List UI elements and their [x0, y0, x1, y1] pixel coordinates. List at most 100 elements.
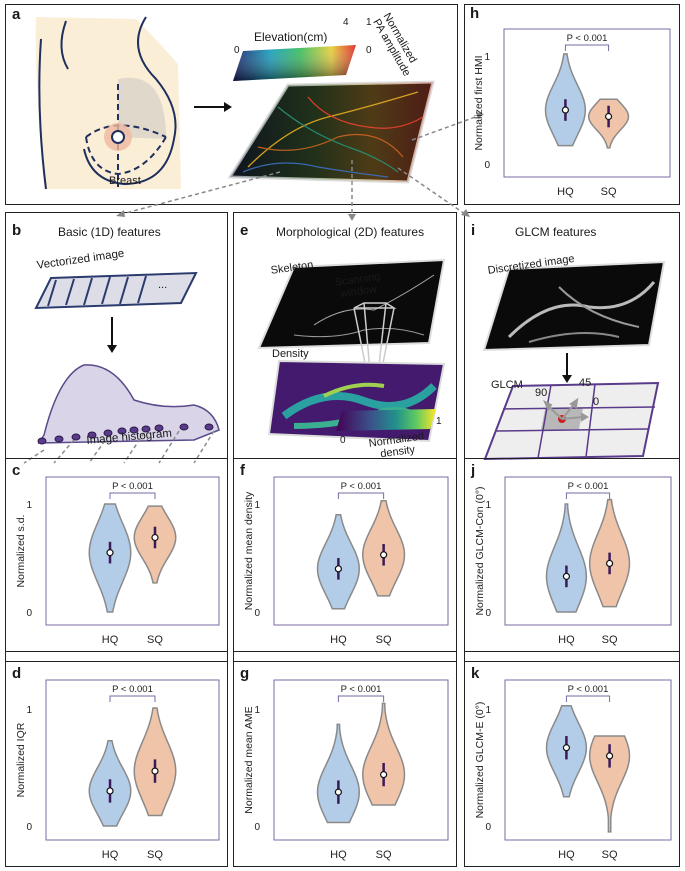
significance-label: P < 0.001 — [112, 481, 153, 492]
violin-plot-d: 0 1 Normalized IQR HQ SQ P < 0.001 — [15, 679, 220, 861]
significance-label: P < 0.001 — [568, 481, 609, 492]
panel-label-k: k — [471, 665, 480, 682]
y-axis-label: Normalized GLCM-Con (0°) — [474, 486, 486, 615]
chart-f: f 0 1 Normalized mean density HQ SQ P < 0.001 — [233, 458, 457, 652]
panel-label-d: d — [12, 665, 22, 682]
y-tick-label: 0 — [254, 608, 260, 619]
x-tick-label: HQ — [330, 634, 347, 646]
arrow-right-icon — [194, 102, 232, 112]
significance-label: P < 0.001 — [341, 684, 382, 695]
density-colorbar — [336, 409, 436, 431]
median-dot-sq — [605, 559, 614, 568]
breast-label: Breast — [109, 175, 141, 187]
significance-bracket — [564, 44, 610, 51]
median-dot-hq — [561, 106, 570, 114]
y-axis-label: Normalized s.d. — [15, 515, 27, 588]
amp-title: Normalized PA amplitude — [370, 11, 419, 79]
x-tick-label: HQ — [330, 849, 347, 861]
density-cb-min: 0 — [340, 435, 346, 446]
median-dot-hq — [106, 787, 114, 795]
significance-bracket — [337, 492, 385, 499]
y-tick-label: 0 — [485, 822, 491, 833]
colorbar-min-label: 0 — [234, 45, 240, 56]
glcm-label: GLCM — [491, 379, 523, 391]
plot-frame — [45, 679, 220, 841]
panel-label-a: a — [12, 6, 21, 23]
y-tick-label: 1 — [485, 705, 491, 716]
y-axis-label: Normalized mean density — [243, 491, 255, 610]
median-dot-hq — [562, 744, 571, 752]
y-tick-label: 1 — [484, 52, 490, 63]
x-tick-label: SQ — [376, 634, 392, 646]
violin-plot-c: 0 1 Normalized s.d. HQ SQ P < 0.001 — [15, 476, 220, 646]
glcm-grid — [483, 381, 660, 461]
density-label: Density — [272, 348, 309, 360]
breast-illustration — [35, 16, 182, 190]
median-dot-hq — [562, 572, 571, 580]
panel-label-b: b — [12, 222, 22, 239]
x-tick-label: SQ — [147, 634, 163, 646]
chart-k: k 0 1 Normalized GLCM-E (0°) HQ SQ P < 0.001 — [464, 661, 680, 867]
y-tick-label: 0 — [26, 608, 32, 619]
median-dot-sq — [380, 770, 388, 779]
significance-label: P < 0.001 — [341, 481, 382, 492]
significance-bracket — [565, 695, 611, 702]
panel-label-c: c — [12, 462, 21, 479]
chart-g: g 0 1 Normalized mean AME HQ SQ P < 0.001 — [233, 661, 457, 867]
colorbar-title: Elevation(cm) — [254, 30, 328, 44]
panel-label-e: e — [240, 222, 249, 239]
density-cb-max: 1 — [436, 416, 442, 427]
y-tick-label: 0 — [254, 822, 260, 833]
panel-label-g: g — [240, 665, 250, 682]
angle-90-label: 90 — [535, 387, 548, 399]
y-tick-label: 0 — [484, 160, 490, 171]
amp-min-label: 0 — [366, 45, 372, 56]
median-dot-sq — [604, 112, 613, 121]
y-axis-label: Normalized GLCM-E (0°) — [474, 702, 486, 819]
colorbar-max-label: 4 — [343, 17, 349, 28]
x-tick-label: SQ — [602, 634, 618, 646]
median-dot-sq — [151, 533, 159, 542]
median-dot-hq — [334, 565, 342, 573]
histogram-illustration — [23, 364, 220, 464]
x-tick-label: SQ — [147, 849, 163, 861]
y-tick-label: 0 — [26, 822, 32, 833]
arrow-down-icon — [562, 353, 572, 383]
x-tick-label: HQ — [102, 634, 119, 646]
plot-frame — [45, 476, 220, 626]
median-dot-hq — [334, 788, 342, 796]
significance-bracket — [109, 492, 156, 499]
angle-45-label: 45 — [579, 377, 592, 389]
significance-label: P < 0.001 — [568, 684, 609, 695]
y-tick-label: 1 — [26, 705, 32, 716]
y-tick-label: 1 — [485, 500, 491, 511]
plot-frame — [504, 679, 672, 841]
violin-hq — [545, 503, 588, 613]
y-tick-label: 1 — [26, 500, 32, 511]
arrow-down-icon — [107, 317, 117, 353]
chart-c: c 0 1 Normalized s.d. HQ SQ P < 0.001 — [5, 458, 228, 652]
y-tick-label: 1 — [254, 500, 260, 511]
y-axis-label: Normalized first HMI — [473, 55, 485, 150]
x-tick-label: SQ — [376, 849, 392, 861]
plot-frame — [273, 476, 449, 626]
panel-title-i: GLCM features — [515, 225, 597, 239]
chart-h: h 0 1 Normalized first HMI HQ SQ P < 0.001 — [464, 4, 680, 205]
significance-label: P < 0.001 — [112, 684, 153, 695]
x-tick-label: SQ — [602, 849, 618, 861]
panel-label-i: i — [471, 222, 476, 239]
plot-frame — [504, 476, 672, 626]
elevation-colorbar — [233, 45, 356, 81]
discretized-image — [482, 260, 666, 352]
panel-a: a Breast Elevation(cm) 4 0 1 0 Normal — [5, 4, 458, 205]
panel-label-f: f — [240, 462, 245, 479]
median-dot-sq — [605, 752, 614, 760]
significance-bracket — [109, 695, 156, 702]
panel-label-j: j — [471, 462, 476, 479]
violin-sq — [588, 735, 631, 833]
significance-label: P < 0.001 — [567, 33, 608, 44]
